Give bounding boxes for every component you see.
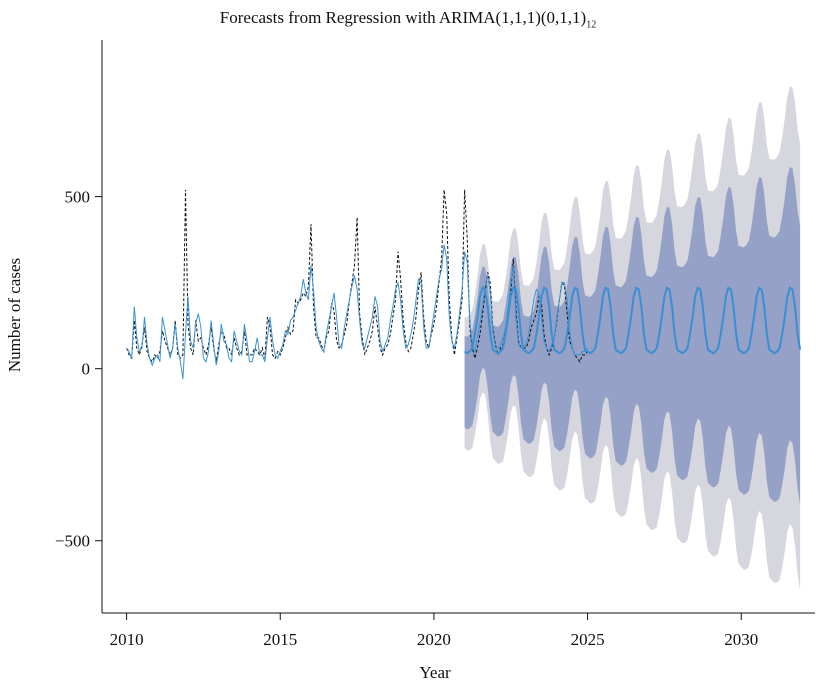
observed-series-line <box>126 189 588 363</box>
y-tick-label: −500 <box>55 532 90 551</box>
band80-band <box>464 167 801 505</box>
x-tick-label: 2025 <box>571 630 605 649</box>
y-axis-label: Number of cases <box>5 258 24 372</box>
chart-title-subscript: 12 <box>586 19 597 31</box>
chart-title: Forecasts from Regression with ARIMA(1,1… <box>0 8 816 30</box>
axes: 2010 2015 2020 2025 2030 −500 0 500 <box>55 40 815 649</box>
fitted-series-line <box>126 244 589 380</box>
x-tick-label: 2030 <box>724 630 758 649</box>
x-axis-label: Year <box>419 663 451 682</box>
chart-title-text: Forecasts from Regression with ARIMA(1,1… <box>219 8 587 27</box>
y-tick-label: 500 <box>65 188 91 207</box>
forecast-series-line <box>464 286 802 355</box>
prediction-intervals <box>464 86 801 591</box>
series-lines <box>126 189 802 380</box>
x-tick-label: 2015 <box>263 630 297 649</box>
x-tick-label: 2010 <box>110 630 144 649</box>
x-tick-label: 2020 <box>417 630 451 649</box>
y-tick-label: 0 <box>82 360 91 379</box>
